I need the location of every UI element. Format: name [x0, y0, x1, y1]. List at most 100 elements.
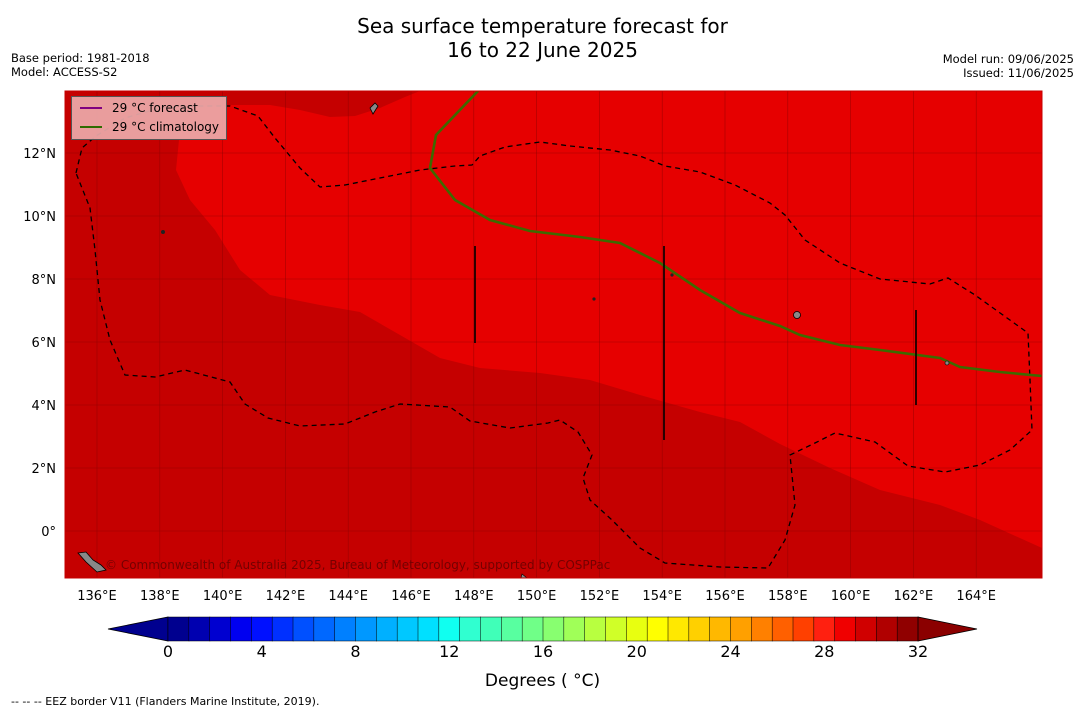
colorbar-swatch	[188, 616, 211, 642]
colorbar-swatch	[271, 616, 294, 642]
colorbar-swatch	[396, 616, 419, 642]
map-legend: 29 °C forecast 29 °C climatology	[71, 96, 227, 140]
colorbar-swatch	[459, 616, 482, 642]
y-tick-label: 2°N	[32, 462, 57, 477]
x-tick-label: 142°E	[266, 589, 306, 604]
colorbar-swatch	[876, 616, 898, 642]
colorbar-label: Degrees ( °C)	[484, 671, 601, 691]
colorbar-tick: 0	[162, 642, 174, 661]
y-axis-ticks: 12°N 10°N 8°N 6°N 4°N 2°N 0°	[23, 147, 56, 540]
x-tick-label: 144°E	[328, 589, 368, 604]
colorbar-swatch	[521, 616, 544, 642]
issued-text: Issued: 11/06/2025	[963, 66, 1074, 80]
y-tick-label: 4°N	[32, 399, 57, 414]
colorbar-swatch	[501, 616, 523, 642]
x-tick-label: 154°E	[642, 589, 682, 604]
colorbar-tick: 12	[439, 642, 460, 661]
x-tick-label: 136°E	[77, 589, 117, 604]
legend-item-forecast: 29 °C forecast	[80, 100, 198, 116]
legend-label-climatology: 29 °C climatology	[112, 120, 220, 134]
y-tick-label: 6°N	[32, 336, 57, 351]
x-tick-label: 146°E	[391, 589, 431, 604]
island-shape	[161, 230, 165, 234]
y-tick-label: 8°N	[32, 273, 57, 288]
colorbar-swatch	[209, 616, 232, 642]
island-shape	[670, 273, 674, 277]
island-shape	[520, 573, 528, 578]
colorbar-swatch	[646, 616, 669, 642]
colorbar-swatch	[834, 616, 857, 642]
title-line-2: 16 to 22 June 2025	[447, 38, 638, 62]
colorbar-swatch	[605, 616, 627, 642]
colorbar-swatch	[542, 616, 565, 642]
legend-swatch-climatology	[80, 126, 102, 128]
y-tick-label: 0°	[41, 525, 56, 540]
colorbar-swatch	[751, 616, 773, 642]
colorbar-swatch	[771, 616, 794, 642]
x-tick-label: 150°E	[517, 589, 557, 604]
copyright-text: © Commonwealth of Australia 2025, Bureau…	[105, 558, 611, 572]
island-shape	[944, 360, 950, 366]
graticule	[65, 91, 1042, 578]
colorbar-swatch	[667, 616, 690, 642]
colorbar-tick: 16	[532, 642, 554, 661]
map-field	[65, 91, 1042, 578]
colorbar-swatch	[251, 616, 273, 642]
colorbar-swatch	[730, 616, 752, 642]
colorbar-swatch	[417, 616, 440, 642]
x-tick-label: 148°E	[454, 589, 494, 604]
colorbar-tick: 24	[720, 642, 741, 661]
colorbar-swatch	[376, 616, 398, 642]
colorbar-swatch	[855, 616, 877, 642]
colorbar-tick: 20	[626, 642, 647, 661]
model-text: Model: ACCESS-S2	[11, 65, 118, 79]
legend-item-climatology: 29 °C climatology	[80, 119, 219, 135]
x-axis-ticks: 136°E 138°E 140°E 142°E 144°E 146°E 148°E 150°E…	[77, 589, 996, 604]
colorbar-swatch	[563, 616, 586, 642]
colorbar-over-arrow	[917, 616, 978, 642]
colorbar-swatch	[896, 616, 919, 642]
x-tick-label: 160°E	[831, 589, 871, 604]
x-tick-label: 140°E	[203, 589, 243, 604]
model-run-text: Model run: 09/06/2025	[942, 52, 1074, 66]
x-tick-label: 164°E	[956, 589, 996, 604]
colorbar-swatch	[355, 616, 377, 642]
title-line-1: Sea surface temperature forecast for	[357, 14, 728, 38]
colorbar-swatch	[438, 616, 461, 642]
x-tick-label: 156°E	[705, 589, 745, 604]
colorbar-tick: 28	[814, 642, 835, 661]
eez-footnote: -- -- -- EEZ border V11 (Flanders Marine…	[11, 695, 320, 708]
island-shape	[369, 102, 379, 115]
colorbar-tick: 32	[907, 642, 929, 661]
colorbar-swatch	[709, 616, 732, 642]
meta-left: Base period: 1981-2018 Model: ACCESS-S2	[11, 51, 150, 79]
chart-title: Sea surface temperature forecast for 16 …	[0, 14, 1085, 62]
legend-swatch-forecast	[80, 107, 102, 109]
x-tick-label: 162°E	[894, 589, 934, 604]
colorbar-tick: 8	[350, 642, 361, 661]
map-frame	[64, 90, 1043, 579]
colorbar-swatch	[480, 616, 502, 642]
colorbar-swatch	[626, 616, 648, 642]
legend-label-forecast: 29 °C forecast	[112, 101, 198, 115]
island-shape	[793, 311, 801, 319]
colorbar-swatch	[813, 616, 836, 642]
base-period-text: Base period: 1981-2018	[11, 51, 150, 65]
colorbar-tick: 4	[256, 642, 267, 661]
colorbar-swatch	[292, 616, 315, 642]
colorbar-swatch	[584, 616, 607, 642]
x-tick-label: 152°E	[580, 589, 620, 604]
meta-right: Model run: 09/06/2025 Issued: 11/06/2025	[943, 52, 1074, 80]
colorbar-swatch	[167, 616, 190, 642]
island-shape	[592, 297, 596, 301]
colorbar-swatch	[230, 616, 252, 642]
climatology-29c-line	[428, 91, 1042, 378]
colorbar	[107, 616, 978, 642]
x-tick-label: 138°E	[140, 589, 180, 604]
colorbar-swatch	[792, 616, 815, 642]
colorbar-under-arrow	[107, 616, 169, 642]
y-tick-label: 10°N	[23, 210, 56, 225]
y-tick-label: 12°N	[23, 147, 56, 162]
colorbar-swatch	[334, 616, 357, 642]
